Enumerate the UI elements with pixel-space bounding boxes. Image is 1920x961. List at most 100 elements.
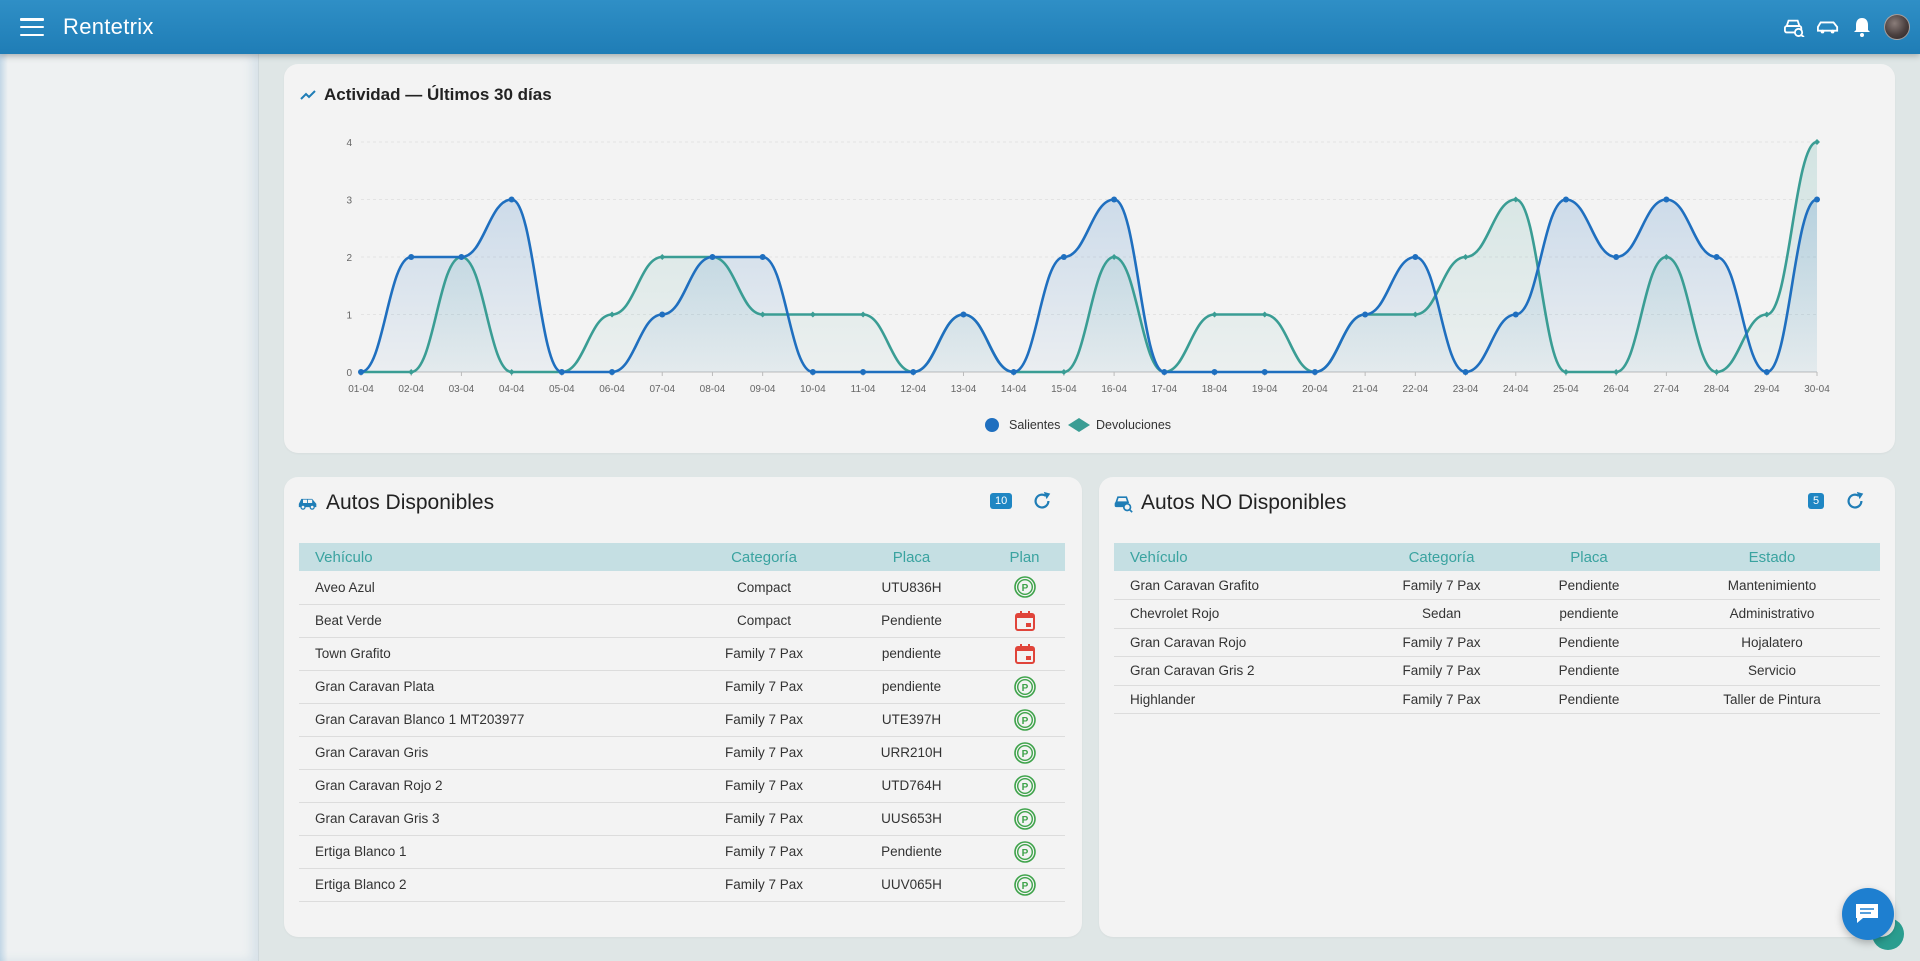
plan-cell[interactable]: P [984, 670, 1065, 704]
table-row[interactable]: Gran Caravan Rojo 2 Family 7 Pax UTD764H P [299, 769, 1065, 803]
menu-icon[interactable] [20, 18, 44, 36]
x-tick-label: 22-04 [1403, 384, 1429, 395]
parking-icon[interactable]: P [1013, 807, 1037, 830]
vehicle-cell: Ertiga Blanco 2 [299, 868, 689, 902]
category-cell: Family 7 Pax [689, 868, 839, 902]
column-header[interactable]: Categoría [1408, 548, 1475, 566]
calendar-icon[interactable] [1014, 643, 1036, 664]
data-point [659, 311, 666, 318]
plan-cell[interactable] [984, 637, 1065, 671]
parking-icon[interactable]: P [1013, 873, 1037, 896]
category-cell: Family 7 Pax [1369, 628, 1514, 657]
unavailable-cars-table: Vehículo Categoría Placa Estado Gran Car… [1114, 543, 1880, 714]
data-point [1412, 254, 1419, 260]
bell-icon[interactable] [1850, 15, 1874, 39]
x-tick-label: 05-04 [549, 384, 575, 395]
data-point [1512, 196, 1519, 203]
table-row[interactable]: Gran Caravan Gris Family 7 Pax URR210H P [299, 736, 1065, 770]
plan-cell[interactable] [984, 604, 1065, 638]
vehicle-cell: Gran Caravan Gris [299, 736, 689, 770]
data-point [860, 311, 867, 318]
data-point [1211, 311, 1218, 318]
refresh-icon[interactable] [1031, 490, 1053, 512]
parking-icon[interactable]: P [1013, 840, 1037, 863]
plan-cell[interactable]: P [984, 736, 1065, 770]
car-outline-icon[interactable] [1816, 15, 1840, 39]
column-header[interactable]: Placa [892, 548, 931, 566]
plate-cell: Pendiente [839, 604, 984, 638]
data-point [1763, 311, 1770, 318]
table-row[interactable]: Gran Caravan Gris 2 Family 7 Pax Pendiente… [1114, 656, 1880, 686]
data-point [659, 254, 666, 260]
x-tick-label: 17-04 [1152, 384, 1178, 395]
table-row[interactable]: Gran Caravan Blanco 1 MT203977 Family 7 P… [299, 703, 1065, 737]
plan-cell[interactable]: P [984, 769, 1065, 803]
data-point [408, 254, 415, 260]
column-header[interactable]: Vehículo [315, 548, 373, 566]
table-row[interactable]: Ertiga Blanco 2 Family 7 Pax UUV065H P [299, 868, 1065, 902]
plate-cell: Pendiente [1514, 685, 1664, 714]
table-row[interactable]: Beat Verde Compact Pendiente [299, 604, 1065, 638]
vehicle-cell: Highlander [1114, 685, 1369, 714]
parking-icon[interactable]: P [1013, 774, 1037, 797]
table-row[interactable]: Aveo Azul Compact UTU836H P [299, 571, 1065, 605]
activity-line-chart: 0 1 2 3 4 01-04 02-04 03-04 04-04 05-04 06-04 07-04… [346, 138, 1830, 432]
x-tick-label: 30-04 [1804, 384, 1830, 395]
user-avatar[interactable] [1884, 14, 1910, 40]
table-row[interactable]: Gran Caravan Grafito Family 7 Pax Pendient… [1114, 571, 1880, 600]
top-bar: Rentetrix [0, 0, 1920, 54]
data-point [1562, 369, 1569, 375]
column-header[interactable]: Placa [1570, 548, 1608, 566]
column-header[interactable]: Estado [1748, 548, 1796, 566]
svg-text:P: P [1021, 683, 1028, 694]
status-cell: Servicio [1664, 656, 1880, 686]
vehicle-cell: Gran Caravan Rojo 2 [299, 769, 689, 803]
table-row[interactable]: Highlander Family 7 Pax Pendiente Taller de… [1114, 685, 1880, 714]
data-point [759, 311, 766, 318]
sidebar [0, 54, 259, 961]
calendar-icon[interactable] [1014, 610, 1036, 631]
table-row[interactable]: Chevrolet Rojo Sedan pendiente Administrati… [1114, 599, 1880, 629]
data-point [1261, 311, 1268, 318]
data-point [1261, 369, 1268, 375]
vehicle-cell: Beat Verde [299, 604, 689, 638]
category-cell: Family 7 Pax [689, 670, 839, 704]
car-search-icon[interactable] [1782, 15, 1806, 39]
series-area-salientes [361, 199, 1817, 372]
table-row[interactable]: Gran Caravan Plata Family 7 Pax pendiente P [299, 670, 1065, 704]
data-point [1462, 369, 1469, 375]
vehicle-cell: Gran Caravan Gris 3 [299, 802, 689, 836]
parking-icon[interactable]: P [1013, 576, 1037, 599]
x-tick-label: 07-04 [649, 384, 675, 395]
data-point [809, 311, 816, 318]
x-tick-label: 26-04 [1603, 384, 1629, 395]
table-row[interactable]: Gran Caravan Rojo Family 7 Pax Pendiente Ho… [1114, 628, 1880, 657]
x-tick-label: 02-04 [398, 384, 424, 395]
svg-text:P: P [1021, 848, 1028, 859]
parking-icon[interactable]: P [1013, 708, 1037, 731]
car-icon [298, 498, 317, 510]
data-point [1060, 254, 1067, 260]
plan-cell[interactable]: P [984, 571, 1065, 605]
vehicle-cell: Gran Caravan Plata [299, 670, 689, 704]
plan-cell[interactable]: P [984, 703, 1065, 737]
plan-cell[interactable]: P [984, 835, 1065, 869]
column-header[interactable]: Plan [1009, 548, 1040, 566]
table-row[interactable]: Ertiga Blanco 1 Family 7 Pax Pendiente P [299, 835, 1065, 869]
table-row[interactable]: Town Grafito Family 7 Pax pendiente [299, 637, 1065, 671]
data-point [508, 369, 515, 375]
y-tick-label: 4 [346, 138, 352, 149]
parking-icon[interactable]: P [1013, 741, 1037, 764]
column-header[interactable]: Categoría [731, 548, 797, 566]
chat-button[interactable] [1842, 888, 1904, 950]
category-cell: Family 7 Pax [689, 769, 839, 803]
x-tick-label: 01-04 [348, 384, 374, 395]
table-row[interactable]: Gran Caravan Gris 3 Family 7 Pax UUS653H P [299, 802, 1065, 836]
plan-cell[interactable]: P [984, 868, 1065, 902]
parking-icon[interactable]: P [1013, 675, 1037, 698]
plate-cell: UUS653H [839, 802, 984, 836]
plan-cell[interactable]: P [984, 802, 1065, 836]
category-cell: Family 7 Pax [689, 835, 839, 869]
column-header[interactable]: Vehículo [1130, 548, 1188, 566]
refresh-icon[interactable] [1844, 490, 1866, 512]
